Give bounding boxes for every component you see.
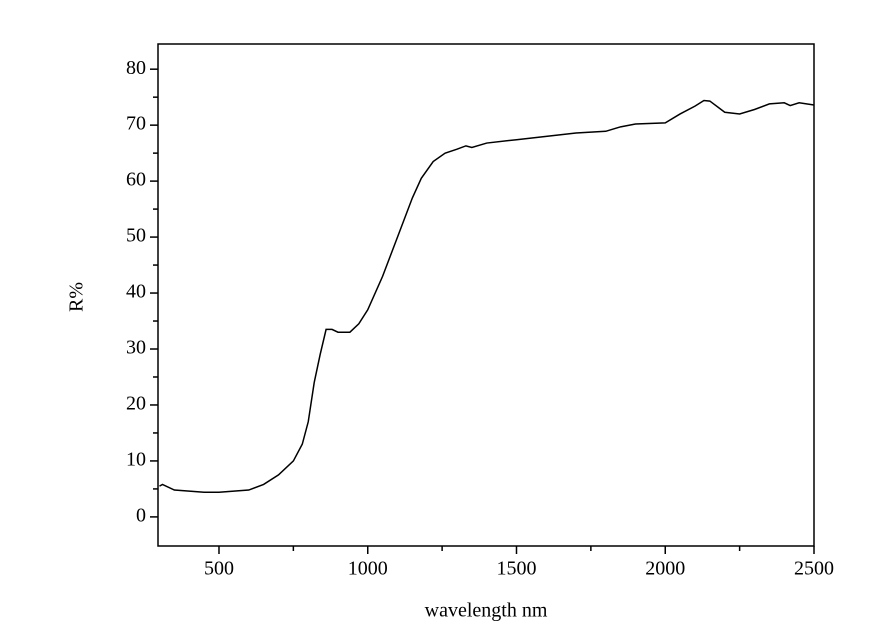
x-axis-label: wavelength nm [425,600,548,622]
x-tick-label: 1000 [348,558,388,580]
y-tick-label: 80 [126,57,146,79]
y-tick-label: 40 [126,281,146,303]
y-tick-label: 30 [126,337,146,359]
y-axis-label: R% [66,282,88,312]
x-tick-label: 1500 [496,558,536,580]
data-line [159,99,815,494]
x-tick-label: 500 [204,558,234,580]
plot-frame [157,43,815,547]
y-tick-label: 10 [126,449,146,471]
x-tick-label: 2000 [645,558,685,580]
y-tick-label: 0 [136,504,146,526]
y-tick-label: 20 [126,393,146,415]
y-tick-label: 70 [126,113,146,135]
x-tick-label: 2500 [794,558,834,580]
y-tick-label: 50 [126,225,146,247]
y-tick-label: 60 [126,169,146,191]
